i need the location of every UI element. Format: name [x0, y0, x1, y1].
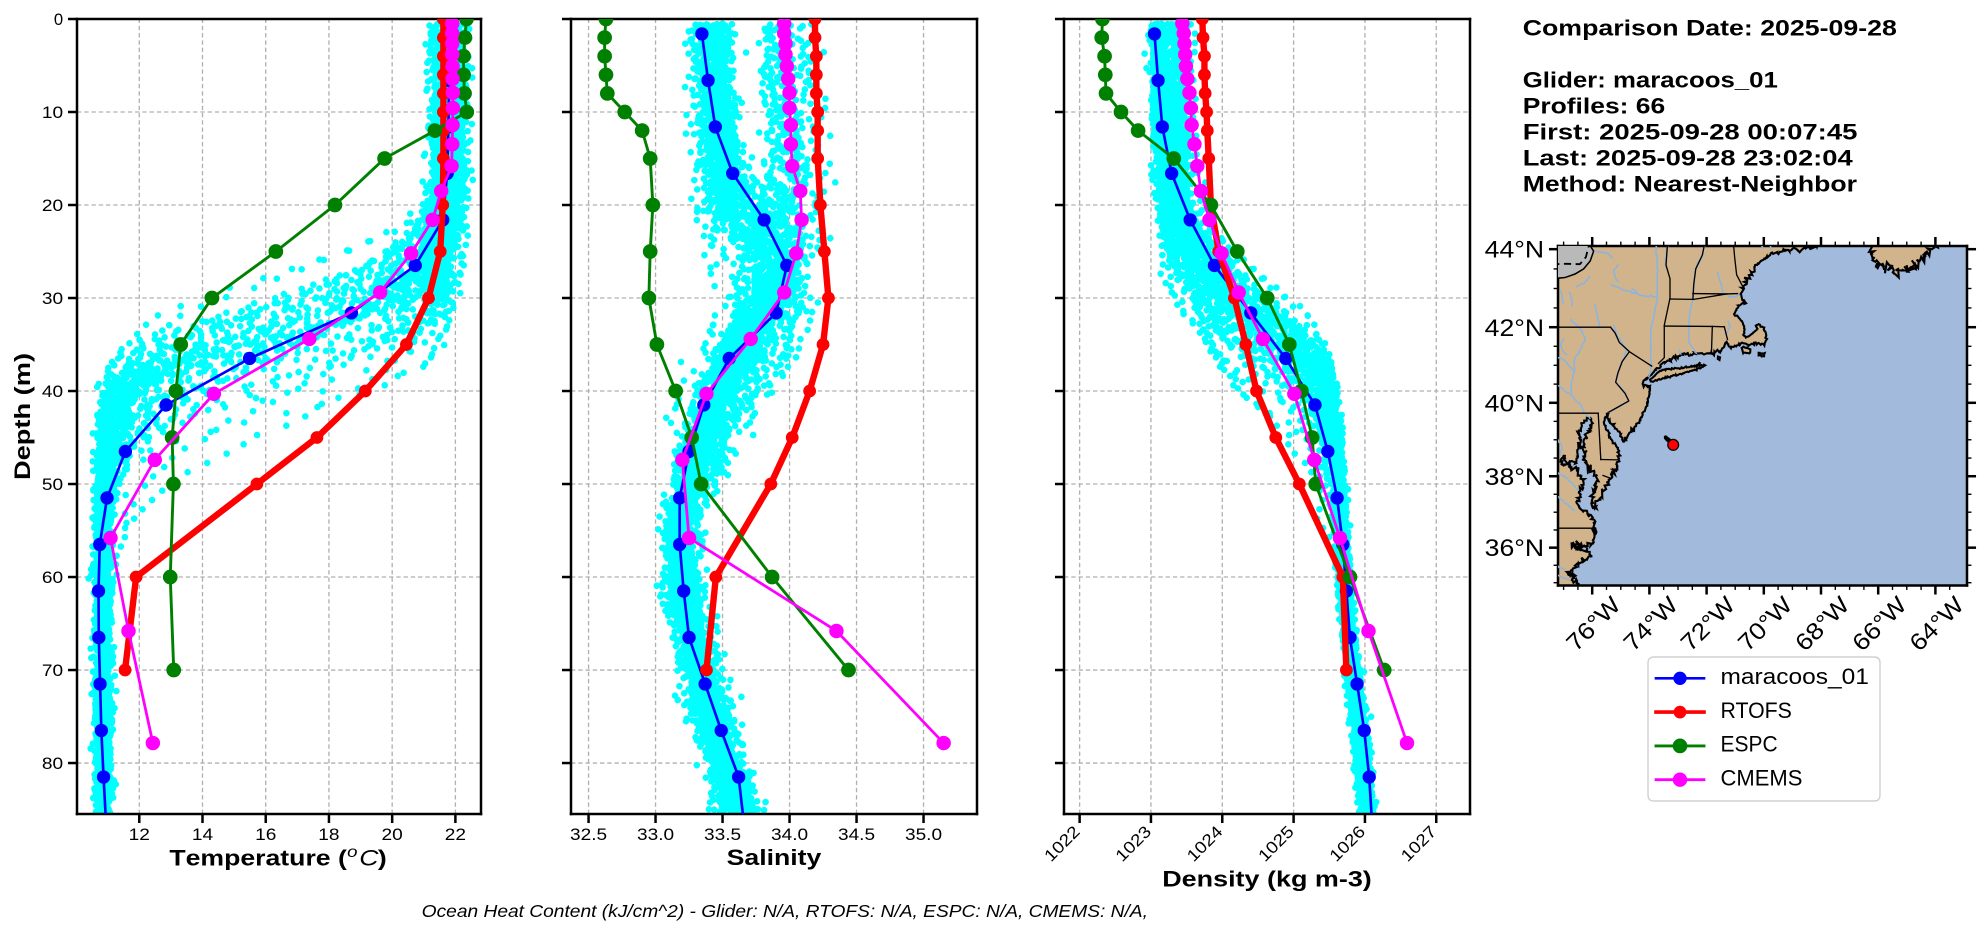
svg-text:70: 70 — [42, 661, 63, 680]
svg-text:38°N: 38°N — [1485, 465, 1544, 491]
svg-text:Depth (m): Depth (m) — [10, 353, 35, 480]
svg-text:44°N: 44°N — [1485, 238, 1544, 264]
svg-text:34.5: 34.5 — [838, 825, 875, 844]
svg-text:40: 40 — [42, 382, 63, 401]
svg-text:0: 0 — [54, 10, 63, 29]
svg-text:Profiles: 66: Profiles: 66 — [1523, 94, 1666, 119]
svg-text:14: 14 — [192, 825, 213, 844]
svg-text:42°N: 42°N — [1485, 316, 1544, 342]
svg-text:12: 12 — [129, 825, 150, 844]
svg-text:33.5: 33.5 — [704, 825, 741, 844]
svg-text:50: 50 — [42, 475, 63, 494]
svg-text:Salinity: Salinity — [727, 845, 822, 870]
svg-text:Comparison Date: 2025-09-28: Comparison Date: 2025-09-28 — [1523, 16, 1897, 41]
svg-text:First: 2025-09-28 00:07:45: First: 2025-09-28 00:07:45 — [1523, 120, 1858, 145]
svg-text:40°N: 40°N — [1485, 391, 1544, 417]
svg-text:Density (kg m-3): Density (kg m-3) — [1162, 867, 1372, 892]
svg-text:35.0: 35.0 — [905, 825, 942, 844]
svg-text:CMEMS: CMEMS — [1721, 765, 1803, 790]
svg-text:Ocean Heat Content (kJ/cm^2) -: Ocean Heat Content (kJ/cm^2) - Glider: N… — [422, 901, 1148, 921]
svg-text:10: 10 — [42, 103, 63, 122]
svg-text:RTOFS: RTOFS — [1721, 698, 1792, 723]
svg-text:Last: 2025-09-28 23:02:04: Last: 2025-09-28 23:02:04 — [1523, 145, 1854, 170]
svg-text:80: 80 — [42, 754, 63, 773]
svg-text:33.0: 33.0 — [637, 825, 674, 844]
svg-text:Method: Nearest-Neighbor: Method: Nearest-Neighbor — [1523, 171, 1858, 196]
svg-text:ESPC: ESPC — [1721, 732, 1778, 757]
svg-text:22: 22 — [445, 825, 466, 844]
svg-text:34.0: 34.0 — [771, 825, 808, 844]
svg-text:T e m p: T e m p e r a t u r e ( ) o C — [169, 838, 394, 871]
svg-text:18: 18 — [318, 825, 339, 844]
svg-text:Glider: maracoos_01: Glider: maracoos_01 — [1523, 68, 1778, 93]
svg-text:30: 30 — [42, 289, 63, 308]
svg-text:60: 60 — [42, 568, 63, 587]
svg-text:32.5: 32.5 — [570, 825, 607, 844]
svg-text:20: 20 — [42, 196, 63, 215]
svg-text:36°N: 36°N — [1485, 536, 1544, 562]
svg-text:maracoos_01: maracoos_01 — [1721, 664, 1869, 689]
svg-text:16: 16 — [255, 825, 276, 844]
svg-text:20: 20 — [382, 825, 403, 844]
